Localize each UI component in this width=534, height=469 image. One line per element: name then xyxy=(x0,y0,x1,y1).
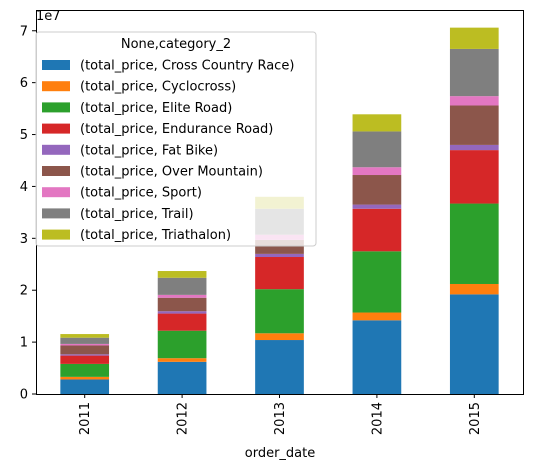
bar-2012-series-8 xyxy=(157,271,207,278)
bar-2011-series-0 xyxy=(60,379,110,394)
bar-2012-series-4 xyxy=(157,311,207,314)
bar-2015-series-0 xyxy=(449,294,499,394)
legend-swatch xyxy=(42,166,70,176)
legend-swatch xyxy=(42,81,70,92)
bar-2015-series-1 xyxy=(449,283,499,295)
bar-2012-series-3 xyxy=(157,313,207,331)
legend-entry-label: (total_price, Triathalon) xyxy=(80,228,231,243)
legend: None,category_2 (total_price, Cross Coun… xyxy=(35,31,317,247)
bar-2014-series-3 xyxy=(352,208,402,252)
bar-2015-series-2 xyxy=(449,203,499,284)
bar-2013-series-2 xyxy=(255,289,304,334)
bar-2011-series-7 xyxy=(60,337,110,344)
bar-2015-series-5 xyxy=(449,105,499,145)
legend-swatch xyxy=(42,229,70,240)
bar-2015-series-3 xyxy=(449,150,499,204)
bar-2013-series-0 xyxy=(255,340,304,394)
bar-2012-series-5 xyxy=(157,297,207,312)
legend-entry-label: (total_price, Cross Country Race) xyxy=(80,59,294,74)
x-tick-label: 2013 xyxy=(273,402,288,435)
bar-2011-series-3 xyxy=(60,355,110,364)
bar-2015-series-8 xyxy=(449,27,499,49)
y-tick-label: 4 xyxy=(20,180,28,195)
bar-2014-series-5 xyxy=(352,175,402,205)
legend-entry-label: (total_price, Fat Bike) xyxy=(80,143,218,158)
bar-2012-series-6 xyxy=(157,294,207,298)
x-tick-label: 2015 xyxy=(468,402,483,435)
x-axis-label: order_date xyxy=(245,446,315,461)
legend-entry-label: (total_price, Elite Road) xyxy=(80,101,232,116)
bar-2011-series-8 xyxy=(60,334,110,338)
x-axis: 2011 2012 2013 2014 2015 xyxy=(78,394,483,435)
bar-2014-series-2 xyxy=(352,251,402,313)
y-tick-label: 1 xyxy=(20,336,28,351)
bar-2014-series-6 xyxy=(352,167,402,176)
bar-2014-series-7 xyxy=(352,131,402,168)
y-offset-label: 1e7 xyxy=(36,9,61,24)
bar-2015-series-7 xyxy=(449,48,499,97)
bar-2014-series-1 xyxy=(352,312,402,321)
bars-group xyxy=(60,27,499,394)
bar-2013-series-1 xyxy=(255,333,304,341)
bar-2013-series-4 xyxy=(255,253,304,257)
bar-2014-series-4 xyxy=(352,204,402,209)
y-tick-label: 5 xyxy=(20,128,28,143)
legend-entry-label: (total_price, Over Mountain) xyxy=(80,165,263,180)
legend-frame xyxy=(35,31,317,247)
legend-swatch xyxy=(42,187,70,198)
legend-entry-label: (total_price, Endurance Road) xyxy=(80,122,273,137)
legend-swatch xyxy=(42,102,70,113)
bar-2011-series-4 xyxy=(60,354,110,356)
x-tick-label: 2011 xyxy=(78,402,93,435)
legend-entry-label: (total_price, Sport) xyxy=(80,186,202,201)
bar-2013-series-3 xyxy=(255,257,304,290)
y-axis: 0 1 2 3 4 5 6 7 xyxy=(20,24,36,403)
legend-entry-label: (total_price, Cyclocross) xyxy=(80,80,236,95)
bar-2011-series-5 xyxy=(60,345,110,355)
bar-2015-series-4 xyxy=(449,144,499,151)
bar-2011-series-2 xyxy=(60,363,110,377)
bar-2012-series-2 xyxy=(157,330,207,359)
y-tick-label: 0 xyxy=(20,388,28,403)
legend-entry-label: (total_price, Trail) xyxy=(80,207,194,222)
legend-swatch xyxy=(42,123,70,134)
x-tick-label: 2012 xyxy=(176,402,191,435)
legend-swatch xyxy=(42,60,70,70)
bar-2012-series-7 xyxy=(157,277,207,295)
bar-2015-series-6 xyxy=(449,96,499,106)
y-tick-label: 2 xyxy=(20,284,28,299)
x-tick-label: 2014 xyxy=(370,402,385,435)
y-tick-label: 6 xyxy=(20,76,28,91)
legend-swatch xyxy=(42,144,70,155)
bar-2014-series-8 xyxy=(352,114,402,132)
y-tick-label: 3 xyxy=(20,232,28,247)
y-tick-label: 7 xyxy=(20,24,28,39)
bar-2014-series-0 xyxy=(352,320,402,394)
bar-2011-series-6 xyxy=(60,343,110,346)
bar-2012-series-1 xyxy=(157,358,207,362)
bar-2011-series-1 xyxy=(60,376,110,380)
legend-title: None,category_2 xyxy=(121,37,231,52)
legend-swatch xyxy=(42,208,70,219)
bar-2012-series-0 xyxy=(157,361,207,394)
